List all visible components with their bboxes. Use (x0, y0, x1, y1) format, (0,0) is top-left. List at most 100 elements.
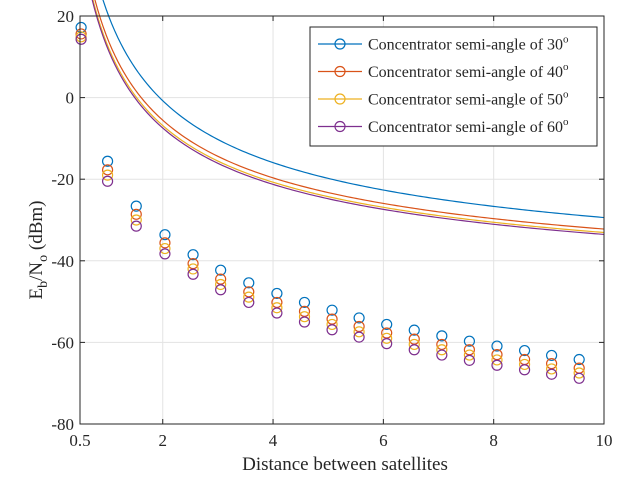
legend-marker (334, 38, 346, 50)
x-tick-label: 6 (379, 431, 388, 450)
data-point (545, 368, 558, 380)
data-point (436, 349, 448, 361)
data-point (187, 249, 199, 261)
data-point (130, 214, 142, 226)
data-point (463, 335, 476, 347)
y-tick-label: 0 (66, 89, 75, 108)
legend-entry-2: Concentrator semi-angle of 40o (318, 61, 569, 81)
legend-superscript: o (563, 61, 569, 73)
data-point (518, 364, 531, 376)
y-tick-label: -80 (51, 415, 74, 434)
data-point (381, 338, 393, 350)
data-point (75, 33, 87, 45)
data-point (326, 313, 338, 325)
x-tick-label: 2 (158, 431, 167, 450)
data-point (159, 242, 171, 255)
data-point (130, 200, 142, 212)
data-point (436, 330, 448, 342)
data-point (271, 307, 283, 319)
series-1 (75, 0, 605, 366)
data-point (326, 324, 338, 336)
y-axis-label: Eb/No (dBm) (26, 201, 51, 300)
data-point (518, 358, 531, 371)
data-point (545, 358, 558, 370)
data-point (243, 296, 255, 309)
data-point (463, 349, 476, 361)
legend-label: Concentrator semi-angle of 50o (368, 89, 569, 109)
plot-frame (79, 15, 605, 425)
legend-marker (334, 120, 346, 133)
y-label-main: E (26, 288, 47, 300)
data-point (491, 359, 503, 371)
series-line (102, 0, 605, 219)
legend-entries: Concentrator semi-angle of 30o Concentrat… (318, 34, 569, 136)
data-point (573, 367, 585, 379)
data-point (436, 344, 448, 356)
data-point (215, 273, 227, 285)
data-point (573, 372, 585, 384)
legend-entry-4: Concentrator semi-angle of 60o (318, 116, 569, 136)
data-point (75, 28, 87, 40)
legend-superscript: o (563, 89, 569, 101)
data-point (101, 164, 114, 176)
y-tick-label: 20 (57, 7, 74, 26)
data-point (353, 331, 365, 343)
legend-label: Concentrator semi-angle of 60o (368, 116, 569, 136)
data-point (353, 312, 365, 324)
y-label-tail: (dBm) (26, 201, 47, 255)
data-point (75, 21, 87, 34)
data-point (408, 324, 420, 336)
data-point (298, 311, 311, 323)
x-axis-label: Distance between satellites (242, 454, 448, 475)
legend-label: Concentrator semi-angle of 30o (368, 34, 569, 54)
data-point (298, 296, 311, 309)
legend-superscript: o (563, 116, 569, 128)
series-line (94, 0, 605, 230)
data-point (545, 363, 558, 375)
data-point (243, 291, 255, 303)
data-point (326, 318, 338, 331)
data-point (353, 326, 365, 338)
data-point (298, 316, 311, 328)
series-2 (75, 0, 605, 374)
data-point (159, 237, 171, 249)
data-point (298, 305, 311, 317)
data-point (215, 284, 227, 296)
data-point (408, 344, 420, 356)
data-point (101, 155, 114, 167)
legend-entry-3: Concentrator semi-angle of 50o (318, 89, 569, 109)
y-tick-label: -40 (51, 252, 74, 271)
x-tick-label: 8 (489, 431, 498, 450)
data-point (408, 333, 420, 345)
x-tick-label: 4 (269, 431, 278, 450)
data-point (436, 338, 448, 351)
series-layer (75, 0, 605, 384)
data-point (271, 302, 283, 314)
series-3 (75, 0, 605, 379)
x-tick-label: 10 (596, 431, 613, 450)
series-line (91, 0, 605, 236)
legend: Concentrator semi-angle of 30o Concentrat… (309, 26, 598, 147)
data-point (573, 353, 585, 366)
data-point (271, 296, 283, 309)
data-point (353, 320, 365, 333)
data-point (381, 318, 393, 331)
data-point (381, 332, 393, 344)
data-point (381, 327, 393, 339)
series-line (92, 0, 605, 234)
data-point (545, 349, 558, 362)
data-point (408, 338, 420, 351)
legend-marker (334, 93, 346, 105)
data-point (463, 354, 476, 366)
data-point (159, 229, 171, 241)
data-point (491, 349, 503, 361)
series-4 (75, 0, 605, 384)
data-point (491, 340, 503, 352)
data-point (243, 277, 255, 289)
data-point (187, 268, 199, 280)
data-point (215, 264, 227, 276)
data-point (101, 169, 114, 181)
y-label-sub2: o (36, 255, 51, 262)
y-tick-label: -20 (51, 170, 74, 189)
